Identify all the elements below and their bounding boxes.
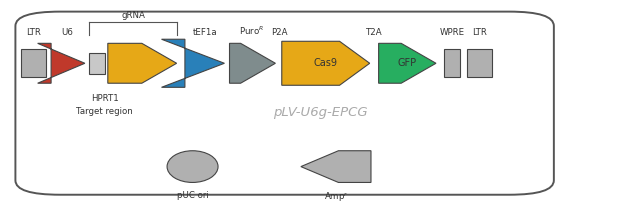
Polygon shape [379,43,436,83]
Polygon shape [38,43,85,83]
Bar [444,50,460,77]
Bar [22,86,547,130]
Text: pLV-U6g-EPCG: pLV-U6g-EPCG [273,106,367,119]
Text: pUC ori: pUC ori [177,191,209,200]
Text: HPRT1: HPRT1 [91,94,118,103]
Bar [20,50,46,77]
Polygon shape [161,39,225,87]
Text: Puro$^{R}$: Puro$^{R}$ [239,25,264,37]
Bar [467,50,492,77]
Text: GFP: GFP [397,58,417,68]
Text: P2A: P2A [271,28,287,37]
Text: LTR: LTR [472,28,487,37]
Text: tEF1a: tEF1a [193,28,217,37]
Text: U6: U6 [61,28,74,37]
Polygon shape [282,41,370,85]
Text: gRNA: gRNA [121,11,145,20]
Polygon shape [108,43,177,83]
Polygon shape [230,43,275,83]
Text: T2A: T2A [366,28,383,37]
Ellipse shape [167,151,218,182]
Text: Amp$^{r}$: Amp$^{r}$ [324,191,348,204]
Bar [90,52,105,74]
Text: Target region: Target region [76,107,133,116]
Text: WPRE: WPRE [439,28,465,37]
Polygon shape [301,151,371,182]
Text: Cas9: Cas9 [313,58,337,68]
Text: LTR: LTR [26,28,41,37]
